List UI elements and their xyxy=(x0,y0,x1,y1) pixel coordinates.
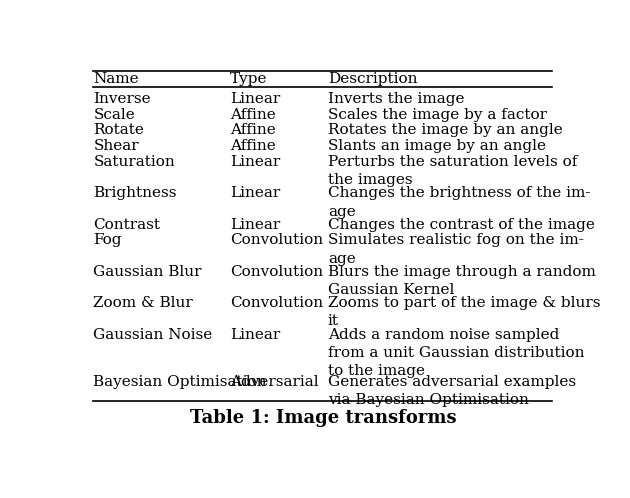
Text: Changes the brightness of the im-
age: Changes the brightness of the im- age xyxy=(328,186,590,219)
Text: Linear: Linear xyxy=(230,92,280,106)
Text: Adversarial: Adversarial xyxy=(230,374,319,388)
Text: Convolution: Convolution xyxy=(230,233,323,248)
Text: Affine: Affine xyxy=(230,139,276,153)
Text: Slants an image by an angle: Slants an image by an angle xyxy=(328,139,546,153)
Text: Affine: Affine xyxy=(230,124,276,137)
Text: Name: Name xyxy=(93,72,139,86)
Text: Rotate: Rotate xyxy=(93,124,144,137)
Text: Blurs the image through a random
Gaussian Kernel: Blurs the image through a random Gaussia… xyxy=(328,265,595,297)
Text: Bayesian Optimisation: Bayesian Optimisation xyxy=(93,374,267,388)
Text: Linear: Linear xyxy=(230,186,280,200)
Text: Perturbs the saturation levels of
the images: Perturbs the saturation levels of the im… xyxy=(328,155,577,187)
Text: Simulates realistic fog on the im-
age: Simulates realistic fog on the im- age xyxy=(328,233,583,266)
Text: Adds a random noise sampled
from a unit Gaussian distribution
to the image: Adds a random noise sampled from a unit … xyxy=(328,328,584,378)
Text: Affine: Affine xyxy=(230,108,276,122)
Text: Gaussian Noise: Gaussian Noise xyxy=(93,328,213,342)
Text: Inverse: Inverse xyxy=(93,92,151,106)
Text: Type: Type xyxy=(230,72,268,86)
Text: Inverts the image: Inverts the image xyxy=(328,92,464,106)
Text: Scale: Scale xyxy=(93,108,135,122)
Text: Linear: Linear xyxy=(230,155,280,169)
Text: Scales the image by a factor: Scales the image by a factor xyxy=(328,108,547,122)
Text: Shear: Shear xyxy=(93,139,139,153)
Text: Linear: Linear xyxy=(230,218,280,232)
Text: Zoom & Blur: Zoom & Blur xyxy=(93,296,193,310)
Text: Convolution: Convolution xyxy=(230,265,323,279)
Text: Brightness: Brightness xyxy=(93,186,177,200)
Text: Linear: Linear xyxy=(230,328,280,342)
Text: Saturation: Saturation xyxy=(93,155,175,169)
Text: Rotates the image by an angle: Rotates the image by an angle xyxy=(328,124,563,137)
Text: Zooms to part of the image & blurs
it: Zooms to part of the image & blurs it xyxy=(328,296,600,329)
Text: Contrast: Contrast xyxy=(93,218,161,232)
Text: Table 1: Image transforms: Table 1: Image transforms xyxy=(190,409,456,427)
Text: Fog: Fog xyxy=(93,233,122,248)
Text: Generates adversarial examples
via Bayesian Optimisation: Generates adversarial examples via Bayes… xyxy=(328,374,576,407)
Text: Convolution: Convolution xyxy=(230,296,323,310)
Text: Description: Description xyxy=(328,72,417,86)
Text: Changes the contrast of the image: Changes the contrast of the image xyxy=(328,218,595,232)
Text: Gaussian Blur: Gaussian Blur xyxy=(93,265,202,279)
